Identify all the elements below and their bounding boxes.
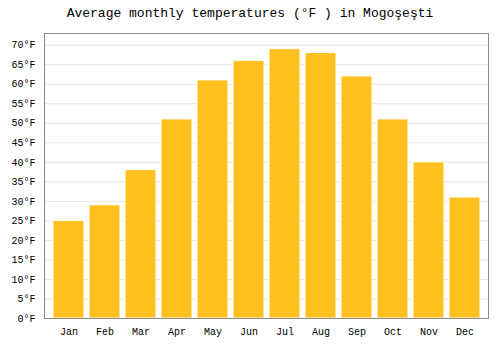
svg-text:10°F: 10°F <box>11 275 35 286</box>
svg-text:Apr: Apr <box>168 327 186 338</box>
svg-text:Sep: Sep <box>348 327 366 338</box>
svg-text:Jul: Jul <box>276 327 294 338</box>
svg-text:15°F: 15°F <box>11 255 35 266</box>
svg-text:Feb: Feb <box>96 327 114 338</box>
svg-text:Oct: Oct <box>384 327 402 338</box>
svg-text:Jun: Jun <box>240 327 258 338</box>
svg-text:70°F: 70°F <box>11 40 35 51</box>
svg-text:60°F: 60°F <box>11 79 35 90</box>
svg-text:Jan: Jan <box>60 327 78 338</box>
svg-text:50°F: 50°F <box>11 118 35 129</box>
svg-text:Mar: Mar <box>132 327 150 338</box>
svg-text:May: May <box>204 327 222 338</box>
svg-text:55°F: 55°F <box>11 99 35 110</box>
html-text:Average monthly temperatures (: Average monthly temperatures (°F ) in Mo… <box>66 6 434 21</box>
svg-text:45°F: 45°F <box>11 138 35 149</box>
svg-text:30°F: 30°F <box>11 197 35 208</box>
svg-text:5°F: 5°F <box>17 294 35 305</box>
svg-text:35°F: 35°F <box>11 177 35 188</box>
svg-text:20°F: 20°F <box>11 236 35 247</box>
svg-text:Aug: Aug <box>312 327 330 338</box>
svg-text:Dec: Dec <box>456 327 474 338</box>
svg-text:40°F: 40°F <box>11 158 35 169</box>
svg-text:0°F: 0°F <box>17 314 35 325</box>
svg-text:65°F: 65°F <box>11 60 35 71</box>
svg-text:Nov: Nov <box>420 327 438 338</box>
svg-text:25°F: 25°F <box>11 216 35 227</box>
